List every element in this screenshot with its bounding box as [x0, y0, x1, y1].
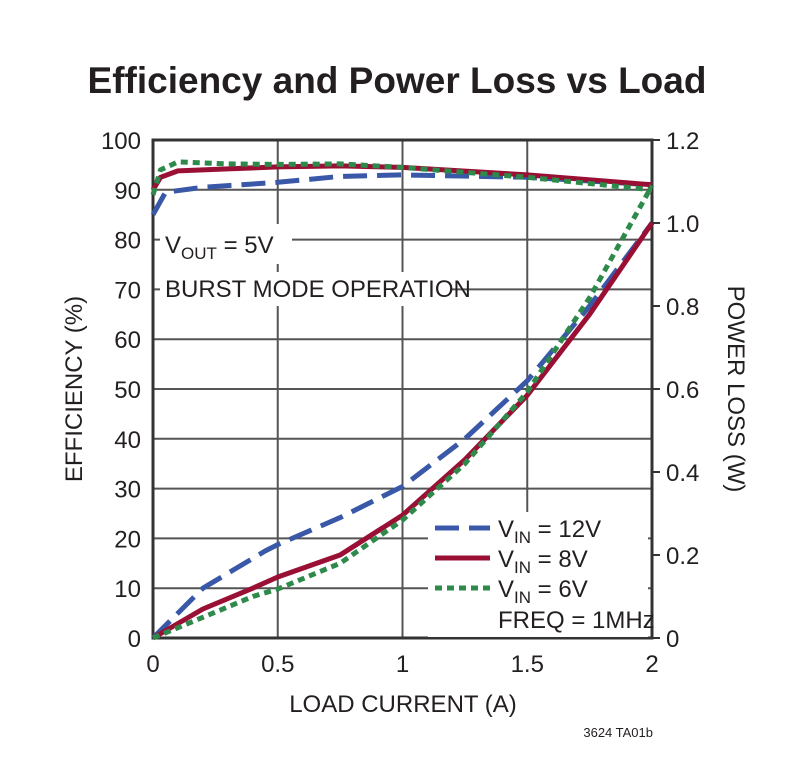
freq-annotation: FREQ = 1MHz — [498, 607, 655, 634]
y2-tick-label: 0.6 — [666, 377, 699, 404]
x-tick-label: 0 — [146, 651, 159, 678]
part-code: 3624 TA01b — [583, 725, 653, 740]
vout-annotation: VOUT = 5V — [165, 232, 274, 263]
legend-entry: VIN = 8V — [498, 546, 588, 577]
y-axis-label: EFFICIENCY (%) — [61, 296, 88, 482]
y-tick-label: 50 — [114, 377, 141, 404]
power-loss-line-dashed — [151, 221, 654, 640]
y2-tick-label: 0.4 — [666, 460, 699, 487]
y-tick-label: 0 — [128, 626, 141, 653]
legend-entry: VIN = 12V — [498, 516, 601, 547]
y2-tick-label: 0 — [666, 626, 679, 653]
y2-tick-label: 1.0 — [666, 211, 699, 238]
y-tick-label: 80 — [114, 228, 141, 255]
x-tick-label: 0.5 — [261, 651, 294, 678]
mode-annotation: BURST MODE OPERATION — [165, 276, 471, 303]
y2-axis-label: POWER LOSS (W) — [722, 286, 749, 493]
y2-tick-label: 0.8 — [666, 294, 699, 321]
plot-frame — [151, 138, 654, 640]
power-loss-line-solid — [151, 221, 655, 641]
y2-tick-label: 1.2 — [666, 128, 699, 155]
y-tick-label: 90 — [114, 178, 141, 205]
y-tick-label: 20 — [114, 526, 141, 553]
legend-bg — [428, 512, 648, 637]
x-axis-label: LOAD CURRENT (A) — [289, 691, 517, 718]
y2-tick-label: 0.2 — [666, 543, 699, 570]
chart-title: Efficiency and Power Loss vs Load — [88, 60, 707, 101]
legend-entry: VIN = 6V — [498, 576, 588, 607]
x-tick-label: 1.5 — [511, 651, 544, 678]
efficiency-line-dotted — [150, 159, 653, 196]
annotation-bg — [160, 272, 452, 306]
y-tick-label: 70 — [114, 277, 141, 304]
x-tick-label: 1 — [396, 651, 409, 678]
y-tick-label: 10 — [114, 576, 141, 603]
y-tick-label: 100 — [101, 128, 141, 155]
annotation-bg — [160, 224, 292, 264]
y-tick-label: 60 — [114, 327, 141, 354]
y-tick-label: 30 — [114, 477, 141, 504]
x-tick-label: 2 — [645, 651, 658, 678]
y-tick-label: 40 — [114, 427, 141, 454]
